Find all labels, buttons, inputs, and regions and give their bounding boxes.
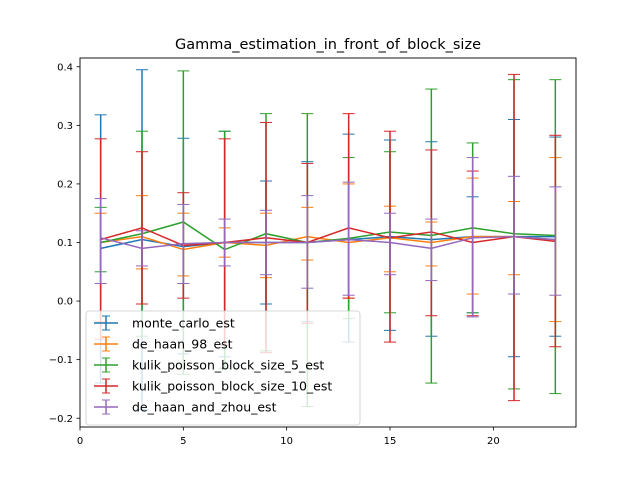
chart-title: Gamma_estimation_in_front_of_block_size — [175, 37, 481, 53]
legend: monte_carlo_est de_haan_98_est kulik_poiss… — [85, 310, 361, 426]
series-line-de_haan_and_zhou_est — [100, 235, 556, 250]
y-tick-label: 0.0 — [57, 297, 73, 308]
series-line-kulik_poisson_block_size_10_est — [100, 227, 556, 247]
legend-label: de_haan_98_est — [132, 337, 233, 352]
x-tick-label: 15 — [384, 436, 397, 447]
x-tick-label: 10 — [280, 436, 293, 447]
y-tick-label: 0.2 — [57, 180, 73, 191]
x-tick-label: 20 — [487, 436, 500, 447]
x-tick-label: 5 — [180, 436, 186, 447]
legend-label: kulik_poisson_block_size_5_est — [132, 358, 324, 373]
series-de_haan_and_zhou_est — [94, 157, 562, 318]
y-tick-label: 0.3 — [57, 121, 73, 132]
y-axis-ticks: −0.2 −0.1 0.0 0.1 0.2 0.3 0.4 — [49, 62, 80, 425]
legend-box — [85, 310, 361, 426]
x-axis-ticks: 0 5 10 15 20 — [77, 427, 500, 447]
series-line-de_haan_98_est — [100, 235, 556, 251]
y-tick-label: 0.1 — [57, 238, 73, 249]
x-tick-label: 0 — [77, 436, 83, 447]
y-tick-label: 0.4 — [57, 62, 73, 73]
legend-label: de_haan_and_zhou_est — [132, 400, 277, 415]
plot-area-frame — [79, 57, 577, 428]
y-tick-label: −0.1 — [49, 355, 73, 366]
legend-label: monte_carlo_est — [132, 316, 235, 331]
legend-label: kulik_poisson_block_size_10_est — [132, 379, 332, 394]
y-tick-label: −0.2 — [49, 414, 73, 425]
